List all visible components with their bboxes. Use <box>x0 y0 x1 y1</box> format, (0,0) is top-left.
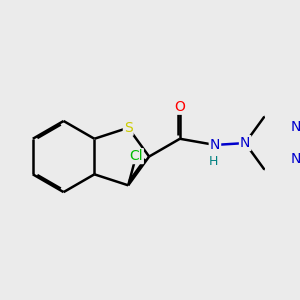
Text: N: N <box>290 152 300 167</box>
Text: S: S <box>124 121 133 135</box>
Text: N: N <box>290 120 300 134</box>
Text: Cl: Cl <box>129 149 143 163</box>
Text: N: N <box>240 136 250 150</box>
Text: H: H <box>208 155 218 168</box>
Text: N: N <box>210 138 220 152</box>
Text: O: O <box>175 100 185 114</box>
